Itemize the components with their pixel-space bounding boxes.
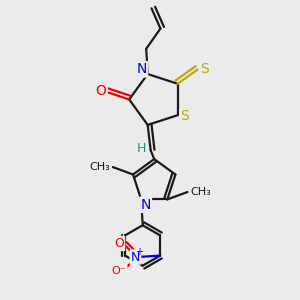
Text: N: N [136, 62, 147, 76]
Text: N: N [131, 250, 140, 264]
Text: +: + [135, 247, 143, 257]
Text: O: O [95, 84, 106, 98]
Text: O: O [114, 237, 124, 250]
Text: O⁻: O⁻ [112, 266, 126, 276]
Text: H: H [136, 142, 146, 155]
Text: S: S [180, 110, 189, 123]
Text: S: S [200, 61, 209, 76]
Text: CH₃: CH₃ [190, 187, 211, 197]
Text: N: N [140, 198, 151, 212]
Text: CH₃: CH₃ [90, 162, 110, 172]
